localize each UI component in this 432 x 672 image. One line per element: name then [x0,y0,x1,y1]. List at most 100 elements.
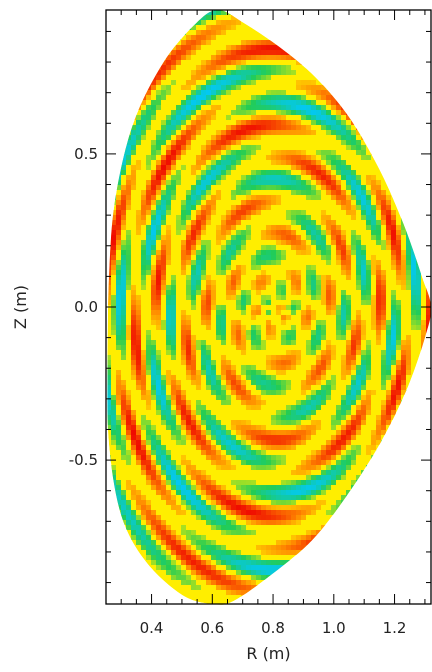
heatmap-cell [151,285,156,290]
heatmap-cell [221,325,226,330]
heatmap-cell [381,560,386,565]
heatmap-cell [346,135,351,140]
heatmap-cell [191,40,196,45]
heatmap-cell [336,100,341,105]
heatmap-cell [191,165,196,170]
heatmap-cell [426,220,431,225]
heatmap-cell [361,355,366,360]
heatmap-cell [261,280,266,285]
heatmap-cell [421,55,426,60]
heatmap-cell [406,70,411,75]
heatmap-cell [206,510,211,515]
heatmap-cell [331,420,336,425]
heatmap-cell [226,520,231,525]
heatmap-cell [306,25,311,30]
heatmap-cell [366,505,371,510]
heatmap-cell [371,40,376,45]
heatmap-cell [331,105,336,110]
heatmap-cell [126,120,131,125]
heatmap-cell [271,125,276,130]
heatmap-cell [391,220,396,225]
heatmap-cell [386,125,391,130]
heatmap-cell [371,135,376,140]
heatmap-cell [421,180,426,185]
heatmap-cell [426,485,431,490]
heatmap-cell [166,495,171,500]
heatmap-cell [341,120,346,125]
heatmap-cell [107,420,111,425]
heatmap-cell [181,145,186,150]
heatmap-cell [141,510,146,515]
heatmap-cell [156,285,161,290]
heatmap-cell [341,395,346,400]
heatmap-cell [411,100,416,105]
heatmap-cell [206,440,211,445]
heatmap-cell [206,295,211,300]
heatmap-cell [226,225,231,230]
heatmap-cell [396,540,401,545]
heatmap-cell [171,120,176,125]
heatmap-cell [411,290,416,295]
heatmap-cell [166,200,171,205]
heatmap-cell [376,270,381,275]
heatmap-cell [261,245,266,250]
heatmap-cell [336,45,341,50]
heatmap-cell [296,540,301,545]
heatmap-cell [286,20,291,25]
heatmap-cell [241,175,246,180]
heatmap-cell [201,245,206,250]
heatmap-cell [381,10,386,15]
heatmap-cell [231,285,236,290]
heatmap-cell [171,20,176,25]
heatmap-cell [221,455,226,460]
heatmap-cell [121,215,126,220]
heatmap-cell [301,495,306,500]
heatmap-cell [196,435,201,440]
heatmap-cell [231,500,236,505]
heatmap-cell [306,155,311,160]
heatmap-cell [121,150,126,155]
heatmap-cell [336,240,341,245]
heatmap-cell [211,565,216,570]
heatmap-cell [306,20,311,25]
heatmap-cell [336,420,341,425]
heatmap-cell [116,290,121,295]
heatmap-cell [216,380,221,385]
heatmap-cell [311,405,316,410]
heatmap-cell [406,90,411,95]
heatmap-cell [271,505,276,510]
heatmap-cell [161,455,166,460]
heatmap-cell [111,485,116,490]
heatmap-cell [206,145,211,150]
heatmap-cell [166,260,171,265]
heatmap-cell [291,190,296,195]
heatmap-cell [226,70,231,75]
heatmap-cell [176,475,181,480]
heatmap-cell [306,405,311,410]
heatmap-cell [371,110,376,115]
heatmap-cell [226,290,231,295]
heatmap-cell [241,290,246,295]
heatmap-cell [126,585,131,590]
heatmap-cell [421,40,426,45]
heatmap-cell [326,215,331,220]
heatmap-cell [281,540,286,545]
heatmap-cell [276,250,281,255]
heatmap-cell [386,120,391,125]
heatmap-cell [286,540,291,545]
heatmap-cell [171,395,176,400]
heatmap-cell [331,155,336,160]
heatmap-cell [181,350,186,355]
heatmap-cell [146,180,151,185]
heatmap-cell [211,280,216,285]
heatmap-cell [381,305,386,310]
heatmap-cell [226,285,231,290]
heatmap-cell [411,490,416,495]
heatmap-cell [121,10,126,15]
heatmap-cell [401,455,406,460]
heatmap-cell [391,90,396,95]
heatmap-cell [396,260,401,265]
heatmap-cell [391,345,396,350]
heatmap-cell [406,280,411,285]
heatmap-cell [321,290,326,295]
